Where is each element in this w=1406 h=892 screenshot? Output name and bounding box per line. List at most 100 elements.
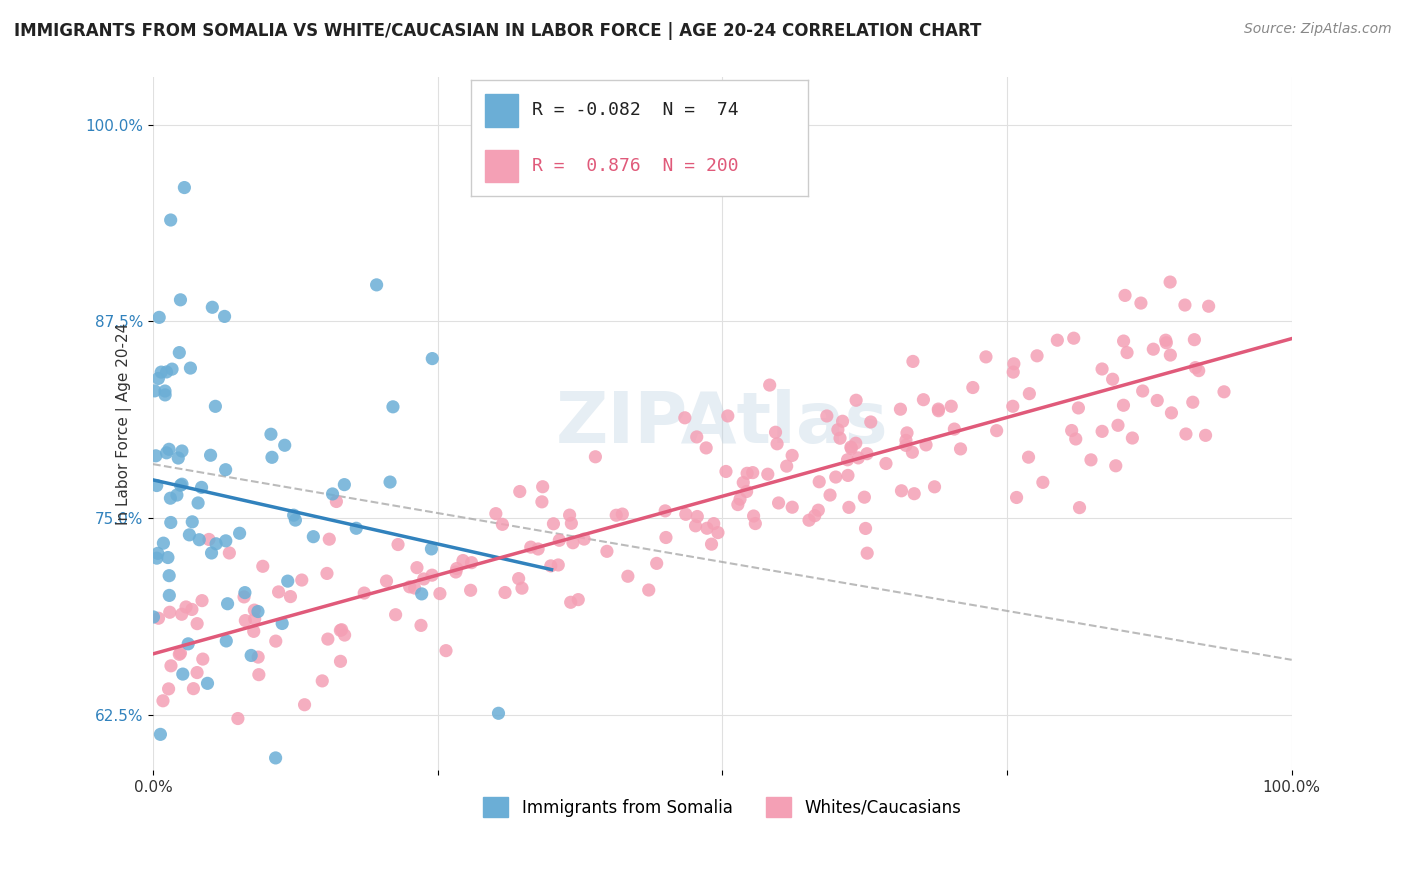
Point xyxy=(274,438,297,452)
Point xyxy=(214,310,236,324)
Point xyxy=(434,643,457,657)
Point xyxy=(233,614,256,628)
Point xyxy=(509,484,531,499)
Point xyxy=(808,475,831,489)
Point xyxy=(700,537,723,551)
Point xyxy=(558,508,581,522)
Point xyxy=(160,362,183,376)
Point xyxy=(1060,424,1083,438)
Point xyxy=(853,490,876,504)
Point xyxy=(780,500,803,515)
Point xyxy=(527,541,550,556)
Point xyxy=(846,450,869,465)
Point xyxy=(153,388,176,402)
Point xyxy=(617,569,640,583)
Point xyxy=(803,508,825,523)
Point xyxy=(181,515,204,529)
Point xyxy=(890,483,912,498)
Point xyxy=(325,494,347,508)
Point xyxy=(986,424,1008,438)
Point xyxy=(148,611,170,625)
Point xyxy=(205,537,228,551)
Point xyxy=(859,415,882,429)
Point xyxy=(540,558,562,573)
Point xyxy=(198,533,221,547)
Point xyxy=(837,452,859,467)
Point xyxy=(183,681,205,696)
Point xyxy=(1174,298,1197,312)
Point xyxy=(264,751,287,765)
Point xyxy=(333,477,356,491)
Point xyxy=(177,637,200,651)
Point xyxy=(200,448,222,462)
Point xyxy=(170,477,193,491)
Text: Source: ZipAtlas.com: Source: ZipAtlas.com xyxy=(1244,22,1392,37)
Point xyxy=(637,582,659,597)
Point xyxy=(485,507,508,521)
Point xyxy=(766,437,789,451)
Point xyxy=(146,551,169,566)
Point xyxy=(264,634,287,648)
Point xyxy=(742,508,765,523)
Point xyxy=(572,532,595,546)
Legend: Immigrants from Somalia, Whites/Caucasians: Immigrants from Somalia, Whites/Caucasia… xyxy=(477,790,967,824)
Point xyxy=(387,537,409,551)
Point xyxy=(901,445,924,459)
Point xyxy=(1121,431,1143,445)
Point xyxy=(547,558,569,572)
Text: ZIPAtlas: ZIPAtlas xyxy=(555,389,889,458)
Point xyxy=(685,518,707,533)
Point xyxy=(420,568,443,582)
Point xyxy=(384,607,406,622)
Point xyxy=(412,572,434,586)
Point xyxy=(267,585,290,599)
Point xyxy=(406,560,429,574)
Point xyxy=(152,536,174,550)
Point xyxy=(1198,299,1220,313)
Point xyxy=(733,475,755,490)
Point xyxy=(283,508,305,523)
Point xyxy=(329,624,352,638)
Point xyxy=(1213,384,1236,399)
Point xyxy=(260,450,283,465)
Point xyxy=(949,442,972,456)
Point xyxy=(1156,335,1178,350)
Point xyxy=(277,574,299,588)
Point xyxy=(655,531,678,545)
Point xyxy=(170,444,193,458)
Point xyxy=(1188,364,1211,378)
Point xyxy=(839,442,862,456)
Point xyxy=(1002,357,1025,371)
Point xyxy=(218,546,240,560)
Point xyxy=(776,459,799,474)
Point xyxy=(530,495,553,509)
Point xyxy=(378,475,401,489)
Point xyxy=(583,450,606,464)
Point xyxy=(741,466,763,480)
Point xyxy=(1181,395,1204,409)
Point xyxy=(217,795,239,809)
Point xyxy=(1182,333,1205,347)
Point xyxy=(780,449,803,463)
Point xyxy=(735,484,758,499)
Point xyxy=(735,467,758,481)
Point xyxy=(797,513,820,527)
Point xyxy=(169,648,191,662)
Bar xyxy=(485,95,519,127)
Point xyxy=(173,180,195,194)
Point xyxy=(1105,458,1128,473)
Point xyxy=(845,393,868,408)
Point xyxy=(703,516,725,531)
Point xyxy=(1146,393,1168,408)
Point xyxy=(768,496,790,510)
Point xyxy=(190,480,212,494)
Point xyxy=(675,508,697,522)
Point xyxy=(179,361,201,376)
Text: IMMIGRANTS FROM SOMALIA VS WHITE/CAUCASIAN IN LABOR FORCE | AGE 20-24 CORRELATIO: IMMIGRANTS FROM SOMALIA VS WHITE/CAUCASI… xyxy=(14,22,981,40)
Point xyxy=(838,500,860,515)
Point xyxy=(727,498,749,512)
Point xyxy=(169,293,191,307)
Point xyxy=(744,516,766,531)
Point xyxy=(411,587,433,601)
Point xyxy=(1194,428,1216,442)
